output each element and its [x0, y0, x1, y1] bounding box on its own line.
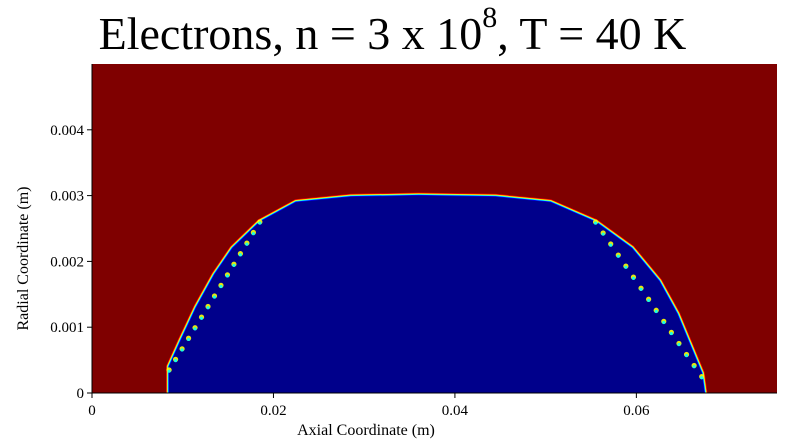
boundary-bead-core — [206, 306, 210, 310]
boundary-bead-core — [647, 298, 651, 303]
y-tick-label: 0.002 — [50, 254, 84, 270]
boundary-bead-core — [677, 343, 681, 347]
x-axis-label: Axial Coordinate (m) — [297, 422, 435, 439]
boundary-bead-core — [692, 365, 696, 369]
boundary-bead-core — [212, 295, 217, 299]
title-exponent: 8 — [482, 1, 498, 34]
chart-title: Electrons, n = 3 x 108, T = 40 K — [0, 3, 785, 62]
y-tick-label: 0.003 — [50, 189, 84, 205]
boundary-bead-core — [609, 243, 613, 247]
boundary-bead-core — [669, 331, 673, 336]
boundary-bead-core — [180, 348, 184, 352]
heatmap-field — [92, 64, 777, 393]
y-axis-label: Radial Coordinate (m) — [15, 187, 32, 331]
title-prefix: Electrons, n = 3 x 10 — [98, 8, 483, 59]
x-tick-label: 0.04 — [442, 403, 469, 419]
boundary-bead-core — [232, 263, 236, 268]
plasma-core — [169, 195, 705, 393]
boundary-bead-core — [631, 276, 636, 280]
boundary-bead-core — [245, 242, 249, 246]
plot-area — [92, 64, 777, 393]
boundary-bead-core — [662, 320, 666, 325]
boundary-bead-core — [251, 232, 255, 236]
boundary-bead-core — [700, 376, 704, 380]
boundary-bead-core — [167, 369, 171, 373]
boundary-bead-core — [624, 265, 628, 269]
x-tick-label: 0 — [88, 403, 96, 419]
boundary-bead-core — [173, 358, 178, 363]
boundary-bead-core — [616, 254, 620, 258]
boundary-bead-core — [639, 287, 643, 291]
y-tick-label: 0.001 — [50, 320, 84, 336]
boundary-bead-core — [193, 327, 197, 331]
boundary-bead-core — [238, 253, 243, 257]
boundary-bead-core — [684, 354, 689, 358]
boundary-bead-core — [225, 274, 230, 278]
title-suffix: , T = 40 K — [497, 8, 687, 59]
x-tick-label: 0.02 — [260, 403, 286, 419]
y-tick-label: 0.004 — [50, 123, 84, 139]
boundary-bead-core — [186, 337, 191, 342]
boundary-bead-core — [219, 284, 223, 289]
x-tick-label: 0.06 — [623, 403, 650, 419]
y-tick-label: 0 — [77, 386, 85, 402]
boundary-bead-core — [258, 221, 262, 225]
axes: 0 0.02 0.04 0.06 0 0.001 0.002 0.003 0.004 Axial … — [15, 64, 777, 439]
boundary-bead-core — [593, 221, 598, 225]
boundary-bead-core — [601, 232, 605, 236]
boundary-bead-core — [654, 309, 658, 314]
boundary-bead-core — [199, 316, 204, 320]
